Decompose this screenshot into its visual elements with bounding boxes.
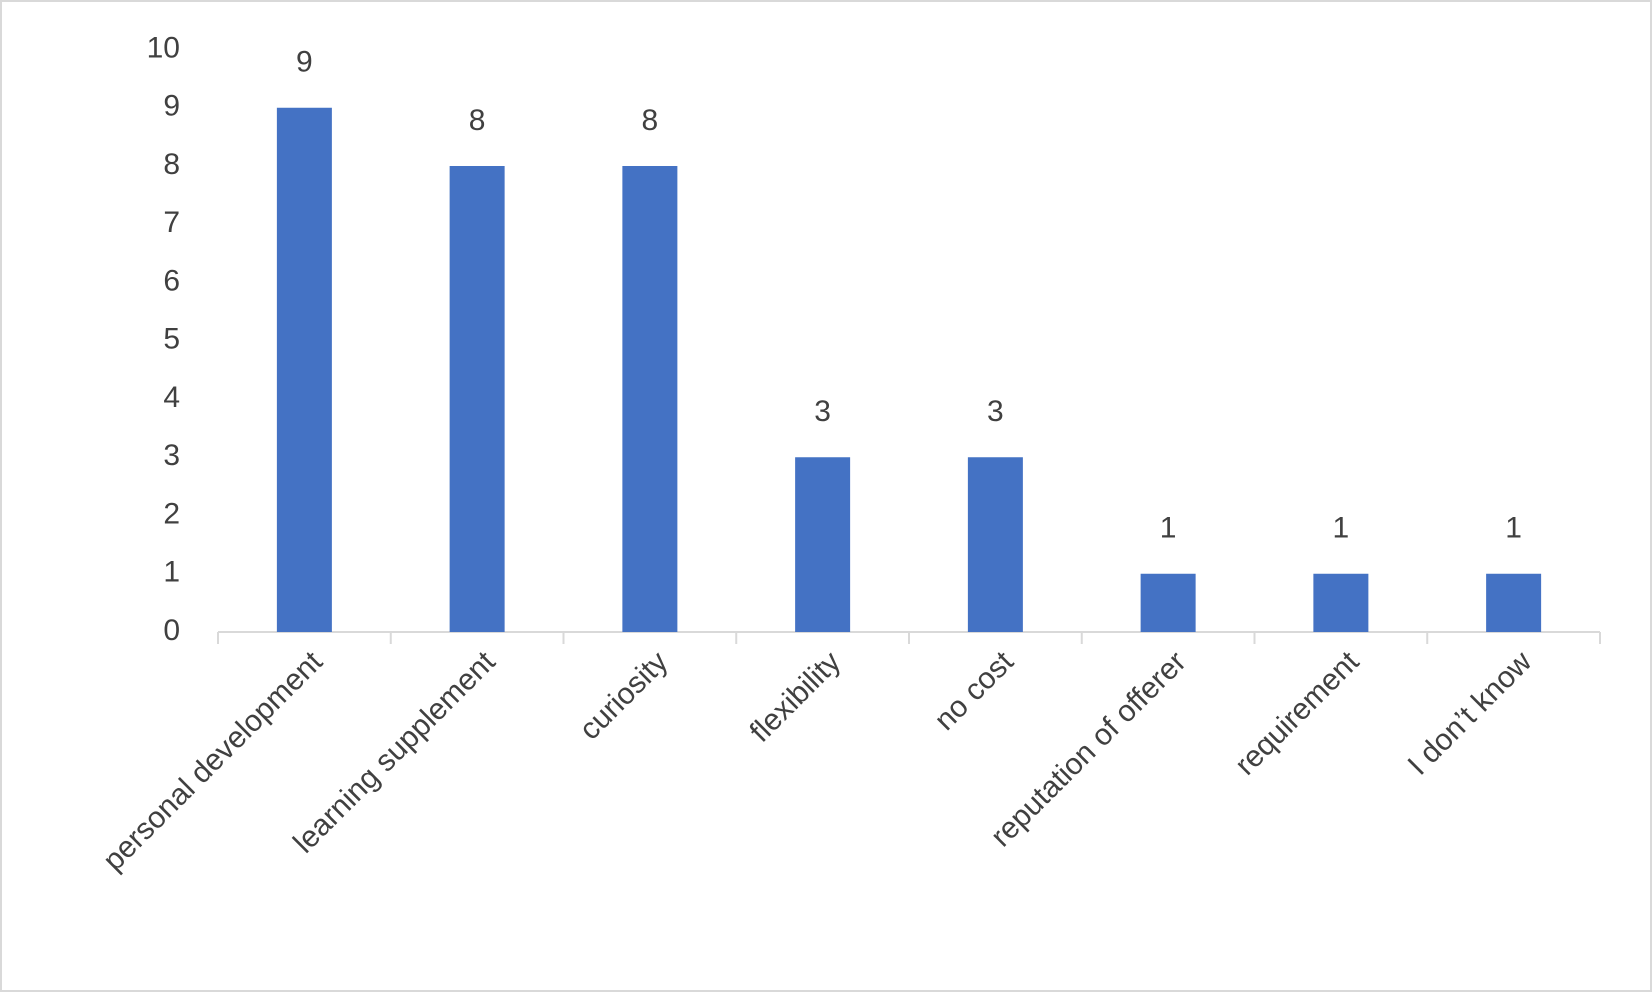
data-label: 1 (1160, 512, 1177, 545)
y-tick-label: 5 (163, 323, 180, 356)
bar (795, 457, 851, 632)
y-tick-label: 8 (163, 148, 180, 181)
y-tick-label: 3 (163, 439, 180, 472)
data-label: 8 (469, 104, 486, 137)
data-label: 9 (296, 46, 313, 79)
y-tick-label: 0 (163, 614, 180, 647)
data-label: 1 (1333, 512, 1350, 545)
bar (276, 107, 332, 632)
bar (449, 166, 505, 632)
bar (1140, 573, 1196, 632)
bar (1486, 573, 1542, 632)
y-tick-label: 1 (163, 556, 180, 589)
y-tick-label: 7 (163, 206, 180, 239)
y-tick-label: 6 (163, 264, 180, 297)
bar (622, 166, 678, 632)
y-tick-label: 2 (163, 497, 180, 530)
y-tick-label: 10 (147, 31, 180, 64)
data-label: 8 (642, 104, 659, 137)
data-label: 3 (814, 395, 831, 428)
data-label: 1 (1505, 512, 1522, 545)
data-label: 3 (987, 395, 1004, 428)
bar (1313, 573, 1369, 632)
y-tick-label: 4 (163, 381, 180, 414)
bar (967, 457, 1023, 632)
y-tick-label: 9 (163, 90, 180, 123)
